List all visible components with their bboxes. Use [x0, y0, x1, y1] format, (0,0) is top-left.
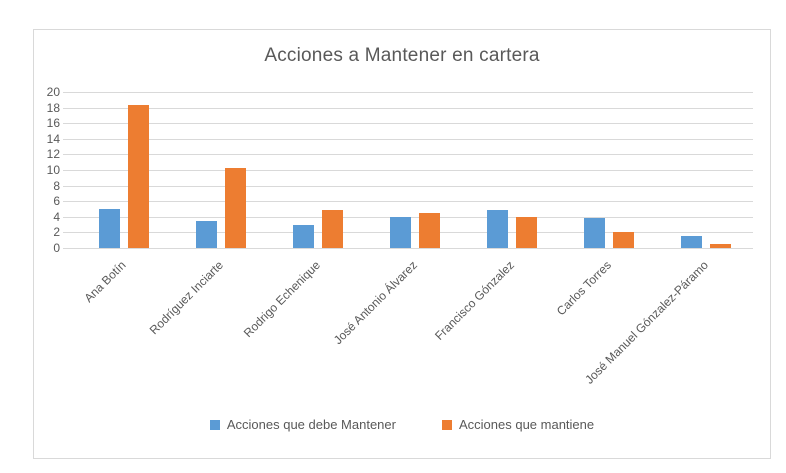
legend-swatch-blue [209, 419, 220, 430]
chart-title: Acciones a Mantener en cartera [264, 45, 540, 66]
legend: Acciones que debe Mantener Acciones que … [34, 417, 770, 432]
gridline [63, 108, 753, 109]
y-axis-tick-label: 20 [46, 85, 60, 99]
chart-frame: Acciones a Mantener en cartera 0 2 4 6 8 10 12… [33, 29, 771, 459]
bar-mantiene[interactable] [613, 232, 634, 248]
category-label: Ana Botín [81, 258, 129, 306]
y-axis-tick-label: 0 [53, 241, 60, 255]
legend-item-mantiene[interactable]: Acciones que mantiene [441, 417, 595, 432]
y-axis-tick-label: 6 [53, 194, 60, 208]
bar-mantiene[interactable] [225, 168, 246, 248]
bar-mantiene[interactable] [516, 217, 537, 248]
y-axis-tick-label: 10 [46, 163, 60, 177]
bar-debe-mantener[interactable] [487, 210, 508, 248]
bar-mantiene[interactable] [322, 210, 343, 248]
x-axis-line [63, 248, 753, 249]
category-label: Carlos Torres [553, 258, 614, 319]
gridline [63, 201, 753, 202]
legend-swatch-orange [441, 419, 452, 430]
y-axis-tick-label: 12 [46, 147, 60, 161]
bar-mantiene[interactable] [419, 213, 440, 248]
legend-label: Acciones que mantiene [458, 417, 595, 432]
plot-area: 0 2 4 6 8 10 12 14 16 18 20 Ana Botín Rodríguez Inci… [34, 30, 770, 458]
y-axis-tick-label: 14 [46, 132, 60, 146]
legend-item-debe-mantener[interactable]: Acciones que debe Mantener [209, 417, 396, 432]
category-label: Rodrigo Echenique [240, 258, 323, 341]
y-axis-tick-label: 16 [46, 116, 60, 130]
gridline [63, 92, 753, 93]
y-axis-tick-label: 4 [53, 210, 60, 224]
category-label: José Antonio Álvarez [330, 258, 420, 348]
bar-debe-mantener[interactable] [681, 236, 702, 248]
legend-label: Acciones que debe Mantener [226, 417, 396, 432]
bar-debe-mantener[interactable] [584, 218, 605, 248]
category-label: Francisco Gónzalez [432, 258, 517, 343]
y-axis-tick-label: 8 [53, 179, 60, 193]
gridline [63, 170, 753, 171]
bar-debe-mantener[interactable] [293, 225, 314, 248]
bar-mantiene[interactable] [128, 105, 149, 248]
bar-debe-mantener[interactable] [390, 217, 411, 248]
gridline [63, 139, 753, 140]
gridline [63, 186, 753, 187]
gridline [63, 123, 753, 124]
y-axis-tick-label: 18 [46, 101, 60, 115]
gridline [63, 154, 753, 155]
category-label: Rodríguez Inciarte [146, 258, 226, 338]
bar-debe-mantener[interactable] [196, 221, 217, 248]
bar-debe-mantener[interactable] [99, 209, 120, 248]
bar-mantiene[interactable] [710, 244, 731, 248]
y-axis-tick-label: 2 [53, 225, 60, 239]
